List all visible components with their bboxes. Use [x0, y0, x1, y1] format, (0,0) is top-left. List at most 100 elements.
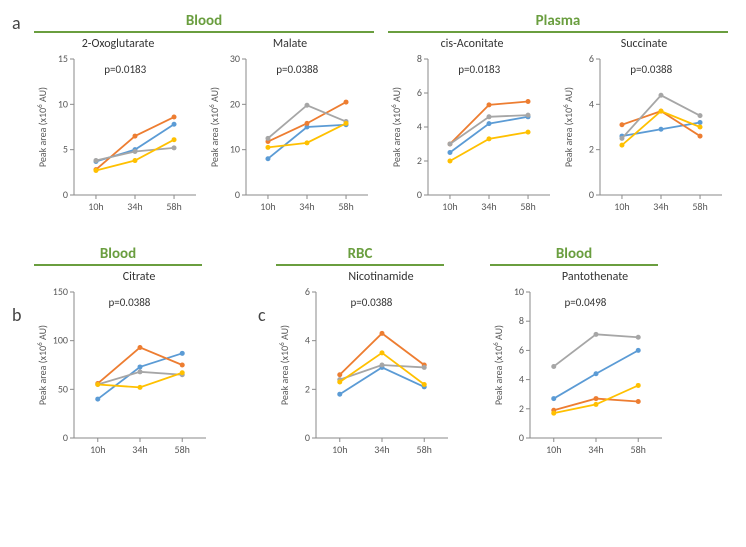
- chart-succinate: Succinate 0 2 4 6 10h 34h 58h Peak area (x106 A…: [560, 37, 728, 221]
- svg-chart: 0 2 4 6 8 10h 34h 58h Peak area (x106 AU) p=0.018…: [388, 53, 556, 221]
- chart-nicotinamide: Nicotinamide 0 2 4 6 10h 34h 58h Peak area (x10…: [276, 270, 486, 464]
- group-blood-a: Blood 2-Oxoglutarate 0 5 10 15 10h 34h 58h Peak…: [34, 12, 374, 221]
- chart-pantothenate: Pantothenate 0 2 4 6 8 10 10h 34h 58h Peak area (…: [490, 270, 700, 464]
- chart-title: Malate: [273, 37, 307, 51]
- header-plasma-a: Plasma: [388, 12, 728, 33]
- svg-text:0: 0: [63, 188, 68, 201]
- svg-text:Peak area (x106 AU): Peak area (x106 AU): [35, 87, 50, 167]
- svg-text:4: 4: [519, 373, 524, 386]
- svg-text:10h: 10h: [332, 443, 347, 456]
- svg-text:6: 6: [589, 53, 594, 65]
- svg-text:2: 2: [589, 143, 594, 156]
- svg-text:6: 6: [305, 286, 310, 298]
- header-rbc-c: RBC: [276, 245, 444, 266]
- svg-text:0: 0: [235, 188, 240, 201]
- svg-chart: 0 2 4 6 10h 34h 58h Peak area (x106 AU) p=0.0388: [560, 53, 728, 221]
- chart-title: Succinate: [621, 37, 668, 51]
- svg-text:p=0.0388: p=0.0388: [276, 63, 318, 76]
- svg-chart: 0 2 4 6 10h 34h 58h Peak area (x106 AU) p=0.0388: [276, 286, 454, 464]
- chart-oxoglutarate: 2-Oxoglutarate 0 5 10 15 10h 34h 58h Peak area …: [34, 37, 202, 221]
- group-blood-c: Blood Pantothenate 0 2 4 6 8 10 10h 34h 58h Peak …: [490, 245, 700, 464]
- svg-text:4: 4: [589, 97, 594, 110]
- svg-chart: 0 2 4 6 8 10 10h 34h 58h Peak area (x106 AU) p=0.0…: [490, 286, 668, 464]
- svg-text:10h: 10h: [90, 443, 105, 456]
- svg-text:150: 150: [53, 286, 68, 298]
- group-plasma-a: Plasma cis-Aconitate 0 2 4 6 8 10h 34h 58h Peak …: [388, 12, 728, 221]
- svg-text:p=0.0388: p=0.0388: [108, 296, 150, 309]
- svg-chart: 0 50 100 150 10h 34h 58h Peak area (x106 AU) p=0…: [34, 286, 212, 464]
- chart-title: Pantothenate: [511, 270, 679, 284]
- svg-text:5: 5: [63, 143, 68, 156]
- svg-text:34h: 34h: [481, 200, 496, 213]
- svg-text:34h: 34h: [653, 200, 668, 213]
- header-blood-a: Blood: [34, 12, 374, 33]
- svg-text:34h: 34h: [127, 200, 142, 213]
- group-rbc-c: RBC Nicotinamide 0 2 4 6 10h 34h 58h Peak area …: [276, 245, 486, 464]
- svg-text:6: 6: [417, 86, 422, 99]
- svg-text:p=0.0388: p=0.0388: [350, 296, 392, 309]
- svg-text:58h: 58h: [631, 443, 646, 456]
- svg-text:58h: 58h: [520, 200, 535, 213]
- chart-title: 2-Oxoglutarate: [82, 37, 155, 51]
- svg-text:10h: 10h: [546, 443, 561, 456]
- svg-text:34h: 34h: [132, 443, 147, 456]
- svg-text:Peak area (x106 AU): Peak area (x106 AU): [491, 325, 506, 405]
- svg-text:Peak area (x106 AU): Peak area (x106 AU): [389, 87, 404, 167]
- panel-letter-c: c: [258, 304, 266, 326]
- svg-text:Peak area (x106 AU): Peak area (x106 AU): [207, 87, 222, 167]
- chart-citrate: Citrate 0 50 100 150 10h 34h 58h Peak area (x10…: [34, 270, 244, 464]
- svg-text:58h: 58h: [692, 200, 707, 213]
- svg-text:30: 30: [230, 53, 240, 65]
- svg-text:58h: 58h: [175, 443, 190, 456]
- svg-text:p=0.0388: p=0.0388: [630, 63, 672, 76]
- svg-text:0: 0: [417, 188, 422, 201]
- svg-text:10: 10: [230, 143, 240, 156]
- group-blood-b: Blood Citrate 0 50 100 150 10h 34h 58h Peak are…: [34, 245, 244, 464]
- svg-text:8: 8: [417, 53, 422, 65]
- svg-text:34h: 34h: [299, 200, 314, 213]
- svg-text:10h: 10h: [260, 200, 275, 213]
- svg-text:2: 2: [519, 402, 524, 415]
- svg-text:Peak area (x106 AU): Peak area (x106 AU): [35, 325, 50, 405]
- chart-title: Citrate: [55, 270, 223, 284]
- svg-chart: 0 10 20 30 10h 34h 58h Peak area (x106 AU) p=0.0…: [206, 53, 374, 221]
- svg-text:58h: 58h: [338, 200, 353, 213]
- svg-text:58h: 58h: [417, 443, 432, 456]
- svg-text:15: 15: [58, 53, 68, 65]
- svg-text:Peak area (x106 AU): Peak area (x106 AU): [561, 87, 576, 167]
- header-blood-b: Blood: [34, 245, 202, 266]
- svg-text:4: 4: [305, 334, 310, 347]
- svg-text:p=0.0183: p=0.0183: [458, 63, 500, 76]
- svg-text:0: 0: [519, 431, 524, 444]
- svg-text:10h: 10h: [614, 200, 629, 213]
- svg-text:34h: 34h: [588, 443, 603, 456]
- svg-text:10h: 10h: [442, 200, 457, 213]
- svg-text:10: 10: [58, 97, 68, 110]
- svg-text:4: 4: [417, 120, 422, 133]
- figure-root: a b c Blood 2-Oxoglutarate 05101510h34h5…: [12, 12, 734, 464]
- svg-text:0: 0: [305, 431, 310, 444]
- svg-text:10: 10: [514, 286, 524, 298]
- svg-text:10h: 10h: [88, 200, 103, 213]
- svg-text:2: 2: [305, 382, 310, 395]
- svg-text:6: 6: [519, 343, 524, 356]
- svg-text:58h: 58h: [166, 200, 181, 213]
- svg-text:50: 50: [58, 382, 68, 395]
- svg-text:8: 8: [519, 314, 524, 327]
- svg-text:20: 20: [230, 97, 240, 110]
- svg-text:0: 0: [589, 188, 594, 201]
- svg-text:Peak area (x106 AU): Peak area (x106 AU): [277, 325, 292, 405]
- row-bc: Blood Citrate 05010015010h34h58hPeak are…: [12, 245, 734, 464]
- svg-chart: 0 5 10 15 10h 34h 58h Peak area (x106 AU) p=0.01…: [34, 53, 202, 221]
- chart-title: Nicotinamide: [297, 270, 465, 284]
- chart-title: cis-Aconitate: [441, 37, 504, 51]
- chart-malate: Malate 0 10 20 30 10h 34h 58h Peak area (x106 A…: [206, 37, 374, 221]
- svg-text:p=0.0183: p=0.0183: [104, 63, 146, 76]
- svg-text:100: 100: [53, 334, 68, 347]
- svg-text:2: 2: [417, 154, 422, 167]
- svg-text:34h: 34h: [374, 443, 389, 456]
- row-a: Blood 2-Oxoglutarate 0 5 10 15 10h 34h 58h Peak…: [34, 12, 734, 221]
- svg-text:p=0.0498: p=0.0498: [564, 296, 606, 309]
- header-blood-c: Blood: [490, 245, 658, 266]
- svg-text:0: 0: [63, 431, 68, 444]
